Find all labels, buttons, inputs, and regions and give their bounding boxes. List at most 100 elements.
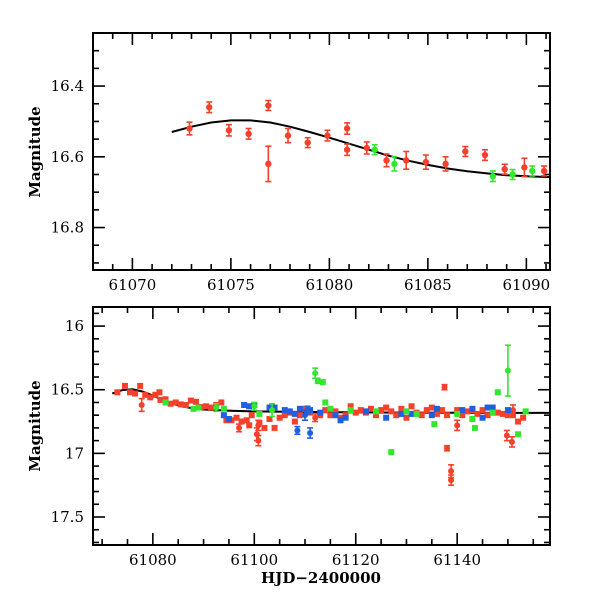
data-point	[383, 157, 390, 164]
data-point	[441, 384, 448, 391]
data-point	[261, 424, 268, 431]
data-point	[238, 418, 245, 425]
data-point	[479, 407, 486, 414]
series-green	[162, 379, 529, 456]
data-point	[312, 370, 319, 377]
data-point	[162, 399, 169, 406]
data-point	[423, 407, 430, 414]
data-point	[343, 146, 351, 153]
data-point	[403, 157, 410, 164]
data-point	[233, 414, 240, 421]
data-point	[296, 405, 303, 412]
data-point	[391, 160, 398, 168]
data-point	[469, 405, 476, 412]
data-point	[444, 445, 451, 452]
data-point	[182, 402, 189, 408]
data-point	[347, 407, 354, 414]
data-point	[515, 431, 522, 438]
data-point	[312, 414, 319, 421]
data-point	[271, 424, 278, 431]
data-point	[484, 404, 491, 411]
data-point	[408, 403, 415, 410]
data-point	[383, 414, 390, 421]
data-point	[327, 412, 334, 419]
data-point	[418, 412, 425, 419]
data-point	[459, 407, 466, 414]
data-point	[225, 127, 233, 134]
data-point	[284, 132, 292, 139]
data-point	[132, 390, 139, 397]
data-point	[332, 408, 339, 415]
data-point	[529, 167, 536, 175]
data-point	[383, 404, 390, 411]
data-point	[408, 410, 415, 417]
data-point	[218, 399, 225, 406]
axes-frame	[92, 32, 551, 271]
data-point	[276, 414, 283, 421]
data-point	[520, 414, 527, 421]
data-point	[266, 404, 273, 411]
data-point	[431, 421, 438, 428]
data-point	[469, 416, 476, 422]
y-tick-label: 17	[65, 444, 84, 462]
series-blue-errorbar	[294, 405, 314, 439]
data-point	[152, 391, 159, 398]
data-point	[304, 407, 311, 414]
data-point	[147, 394, 154, 401]
data-point	[291, 418, 298, 425]
data-point	[481, 151, 489, 159]
data-point	[332, 412, 339, 419]
data-point	[220, 405, 227, 412]
data-point	[438, 407, 445, 414]
data-point	[195, 404, 202, 411]
data-point	[281, 412, 288, 419]
y-tick-label: 16.8	[51, 219, 84, 237]
data-point	[156, 389, 163, 396]
data-point	[501, 165, 508, 173]
data-point	[142, 391, 149, 398]
x-tick-label: 61090	[503, 276, 551, 294]
series-red	[186, 99, 548, 183]
data-point	[307, 430, 314, 436]
data-point	[363, 144, 371, 152]
data-point	[342, 414, 349, 421]
data-point	[398, 405, 405, 412]
data-point	[255, 422, 262, 429]
data-point	[378, 407, 385, 414]
data-point	[241, 402, 248, 408]
data-point	[522, 408, 529, 415]
data-point	[367, 405, 374, 412]
data-point	[504, 367, 511, 374]
data-point	[347, 403, 354, 410]
data-point	[246, 403, 253, 410]
data-point	[442, 160, 449, 168]
data-point	[504, 407, 511, 414]
y-tick-label: 16.5	[51, 381, 84, 399]
data-point	[121, 382, 128, 389]
data-point	[413, 410, 420, 417]
data-point	[157, 396, 164, 403]
data-point	[489, 409, 496, 416]
data-point	[187, 397, 194, 404]
x-tick-label: 61100	[230, 551, 278, 569]
data-point	[137, 382, 144, 389]
data-point	[138, 402, 145, 408]
data-point	[454, 407, 461, 414]
data-point	[186, 125, 193, 132]
data-point	[388, 449, 395, 456]
data-point	[245, 130, 252, 138]
x-tick-label: 61080	[306, 276, 354, 294]
x-tick-label: 61085	[404, 276, 452, 294]
data-point	[428, 412, 435, 419]
data-point	[540, 167, 548, 175]
data-point	[225, 416, 232, 422]
x-tick-label: 61075	[207, 276, 255, 294]
y-tick-label: 16.6	[51, 148, 84, 166]
data-point	[373, 408, 380, 415]
data-point	[192, 398, 199, 405]
data-point	[203, 403, 210, 410]
data-point	[474, 410, 481, 417]
data-point	[428, 404, 435, 411]
data-point	[403, 408, 410, 415]
top-y-axis-label: Magnitude	[26, 106, 44, 197]
